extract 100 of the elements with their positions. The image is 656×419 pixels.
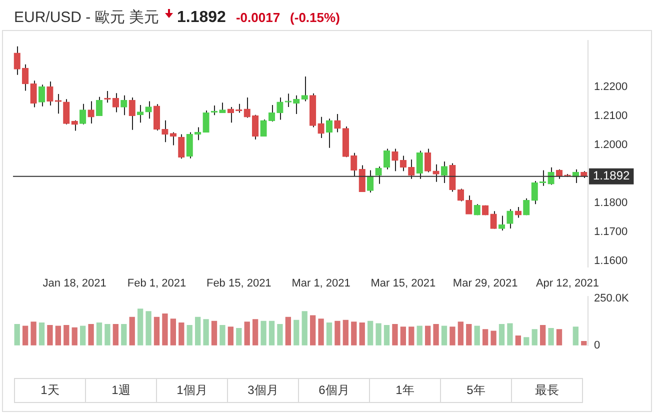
- candlestick: [88, 100, 94, 124]
- bar: [285, 316, 292, 346]
- candlestick: [301, 76, 308, 102]
- candlestick: [112, 92, 120, 113]
- x-tick-label: Feb 15, 2021: [206, 277, 272, 290]
- text: (-0.15%): [290, 10, 340, 25]
- candlestick: [79, 103, 86, 125]
- text: 1.1892: [177, 9, 226, 27]
- bar: [260, 320, 266, 346]
- y-tick-label: 1.2100: [594, 110, 628, 122]
- bar: [408, 326, 414, 346]
- text: 5年: [440, 378, 512, 403]
- bar: [498, 324, 505, 346]
- bar: [194, 316, 201, 346]
- bar: [458, 322, 464, 346]
- bar: [466, 324, 472, 346]
- x-tick-label: Mar 29, 2021: [452, 277, 518, 290]
- candlestick: [14, 46, 20, 76]
- bar: [524, 337, 530, 346]
- bar: [326, 322, 332, 346]
- candlestick: [244, 96, 250, 118]
- text: 3個月: [227, 378, 299, 403]
- bar: [38, 322, 45, 346]
- bar: [146, 311, 152, 346]
- candlestick: [383, 148, 390, 170]
- candlestick: [531, 180, 538, 205]
- bar: [515, 336, 522, 346]
- candlestick: [449, 162, 456, 192]
- candlestick: [366, 170, 374, 194]
- bar: [22, 326, 28, 346]
- candlestick: [178, 134, 185, 160]
- bar: [433, 324, 439, 346]
- text: 1週: [85, 378, 157, 403]
- bar: [88, 324, 94, 346]
- bar: [64, 324, 70, 346]
- candlestick: [457, 188, 464, 202]
- candlestick: [38, 84, 46, 107]
- candlestick: [120, 94, 128, 116]
- bar: [30, 322, 36, 346]
- bar: [137, 308, 144, 346]
- candlestick: [424, 148, 432, 173]
- bar: [294, 320, 300, 346]
- candlestick: [375, 166, 382, 184]
- bar: [351, 322, 357, 346]
- candlestick: [162, 120, 168, 143]
- bar: [474, 326, 480, 346]
- candlestick: [416, 150, 423, 180]
- y-tick-label: 0: [594, 339, 600, 352]
- candlestick: [186, 132, 193, 159]
- bar: [302, 311, 308, 346]
- bar: [112, 324, 119, 346]
- text: 1年: [369, 378, 441, 403]
- candlestick: [153, 104, 160, 131]
- bar: [540, 324, 546, 346]
- bar: [572, 326, 579, 346]
- candlestick: [260, 118, 267, 137]
- candlestick: [490, 210, 497, 230]
- y-tick-label: 1.1600: [594, 255, 628, 268]
- bar: [450, 326, 456, 346]
- bar: [104, 324, 110, 346]
- bar: [14, 324, 20, 346]
- bar: [376, 323, 382, 346]
- candlestick: [326, 118, 333, 148]
- bar: [203, 319, 209, 346]
- bar: [252, 319, 258, 346]
- candlestick: [136, 104, 144, 124]
- bar: [236, 328, 242, 346]
- bar: [507, 323, 513, 346]
- candlestick: [358, 164, 366, 192]
- y-tick-label: 250.0K: [594, 292, 630, 305]
- bar: [129, 316, 135, 346]
- candlestick: [548, 166, 554, 186]
- bar: [178, 322, 184, 346]
- bar: [490, 330, 496, 346]
- bar: [121, 324, 127, 346]
- candlestick: [276, 96, 284, 120]
- candlestick: [128, 96, 136, 130]
- y-tick-label: 1.1800: [594, 197, 628, 210]
- candlestick: [318, 116, 324, 139]
- candlestick: [334, 113, 341, 133]
- candlestick: [30, 80, 37, 108]
- bar: [96, 322, 102, 346]
- candlestick: [22, 64, 29, 92]
- bar: [162, 314, 168, 346]
- candlestick: [466, 194, 472, 215]
- candlestick: [145, 100, 152, 120]
- candlestick: [523, 198, 530, 216]
- text: 1個月: [156, 378, 228, 403]
- chart-title: EUR/USD - 歐元 美元: [14, 8, 160, 27]
- bar: [47, 324, 53, 346]
- bar: [154, 316, 160, 346]
- bar: [532, 329, 538, 346]
- bar: [211, 320, 218, 346]
- candlestick: [408, 159, 415, 180]
- text: 6個月: [298, 378, 370, 403]
- bar: [441, 326, 448, 346]
- bar: [277, 324, 283, 346]
- ref-line-label: 1.1892: [593, 168, 630, 183]
- candlestick: [54, 93, 62, 114]
- text: 1天: [14, 378, 86, 403]
